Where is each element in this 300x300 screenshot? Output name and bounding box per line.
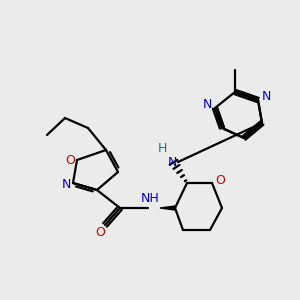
Text: N: N (61, 178, 71, 191)
Text: O: O (215, 173, 225, 187)
Text: O: O (65, 154, 75, 166)
Text: O: O (95, 226, 105, 239)
Polygon shape (160, 206, 175, 210)
Text: N: N (202, 98, 212, 112)
Text: N: N (167, 155, 177, 169)
Text: H: H (157, 142, 167, 154)
Text: NH: NH (141, 191, 159, 205)
Text: N: N (261, 91, 271, 103)
